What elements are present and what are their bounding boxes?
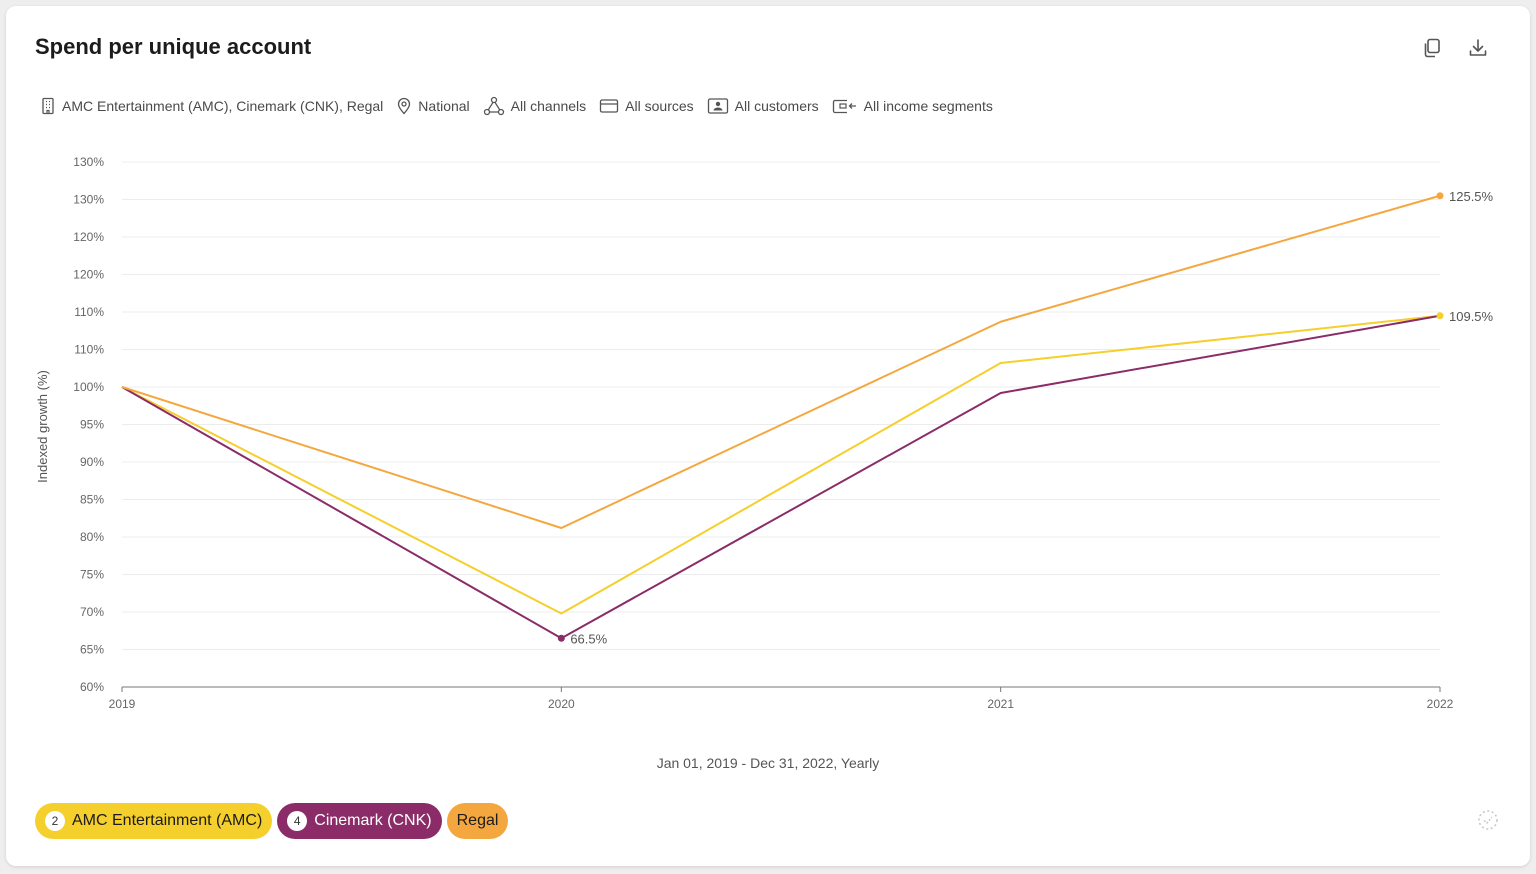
legend-chip[interactable]: Regal xyxy=(446,803,509,839)
data-label: 109.5% xyxy=(1449,309,1494,324)
y-tick-label: 130% xyxy=(73,155,104,169)
line-chart: 60% 65% 70% 75% 80% 85% 90% 95% 100% 110% 110% 120%… xyxy=(35,155,1494,711)
y-tick-label: 110% xyxy=(74,305,104,319)
x-tick-label: 2019 xyxy=(109,697,136,711)
channels-icon xyxy=(483,96,504,116)
y-tick-label: 65% xyxy=(80,643,104,657)
filter-channels-label: All channels xyxy=(510,98,587,114)
loading-spinner-icon xyxy=(1478,810,1498,830)
y-tick-label: 130% xyxy=(73,193,104,207)
y-axis-label: Indexed growth (%) xyxy=(35,370,50,483)
building-icon xyxy=(42,97,54,115)
legend-chip[interactable]: 4 Cinemark (CNK) xyxy=(277,803,442,839)
legend-chip-label: Cinemark (CNK) xyxy=(314,812,432,829)
data-label: 125.5% xyxy=(1449,189,1494,204)
x-tick-label: 2022 xyxy=(1427,697,1454,711)
chart-title: Spend per unique account xyxy=(35,34,312,59)
legend-chip-count-badge: 2 xyxy=(45,811,65,831)
filter-sources[interactable]: All sources xyxy=(599,97,694,115)
location-pin-icon xyxy=(398,97,411,115)
y-tick-label: 120% xyxy=(73,230,104,244)
card-icon xyxy=(600,99,619,113)
chart-card: Spend per unique account AMC Entertainme… xyxy=(6,6,1530,866)
period-label: Jan 01, 2019 - Dec 31, 2022, Yearly xyxy=(656,755,880,771)
y-tick-label: 85% xyxy=(80,493,104,507)
y-tick-label: 110% xyxy=(74,343,104,357)
series-line xyxy=(121,314,1441,640)
data-point xyxy=(557,634,565,642)
y-tick-label: 120% xyxy=(73,268,104,282)
filter-income[interactable]: All income segments xyxy=(832,97,993,115)
x-tick-label: 2020 xyxy=(548,697,575,711)
legend-chip[interactable]: 2 AMC Entertainment (AMC) xyxy=(35,803,273,839)
legend-chip-count-badge: 4 xyxy=(287,811,308,831)
y-tick-label: 80% xyxy=(80,530,104,544)
copy-button[interactable] xyxy=(1418,34,1446,62)
filter-companies[interactable]: AMC Entertainment (AMC), Cinemark (CNK),… xyxy=(40,97,383,115)
legend-chip-label: Regal xyxy=(456,812,499,829)
legend: 2 AMC Entertainment (AMC) 4 Cinemark (CNK) R… xyxy=(35,803,509,839)
filter-location-label: National xyxy=(418,98,470,114)
filter-companies-label: AMC Entertainment (AMC), Cinemark (CNK),… xyxy=(62,98,384,114)
download-button[interactable] xyxy=(1464,34,1492,62)
customer-icon xyxy=(707,98,728,114)
copy-icon xyxy=(1424,38,1440,58)
filter-channels[interactable]: All channels xyxy=(483,96,587,116)
series-line xyxy=(121,314,1441,615)
series-line xyxy=(121,194,1441,529)
filter-customers[interactable]: All customers xyxy=(707,97,819,115)
data-label: 66.5% xyxy=(570,631,607,646)
y-tick-label: 90% xyxy=(80,455,104,469)
filter-customers-label: All customers xyxy=(734,98,819,114)
data-point xyxy=(1436,192,1444,200)
filter-bar: AMC Entertainment (AMC), Cinemark (CNK),… xyxy=(40,94,993,118)
legend-chip-label: AMC Entertainment (AMC) xyxy=(72,812,263,829)
filter-sources-label: All sources xyxy=(625,98,694,114)
y-tick-label: 70% xyxy=(80,605,104,619)
data-point xyxy=(1436,312,1444,320)
download-icon xyxy=(1469,39,1487,56)
filter-location[interactable]: National xyxy=(396,97,470,115)
x-tick-label: 2021 xyxy=(987,697,1014,711)
y-tick-label: 95% xyxy=(80,418,104,432)
wallet-icon xyxy=(832,99,856,114)
y-tick-label: 100% xyxy=(73,380,104,394)
y-tick-label: 75% xyxy=(80,568,104,582)
y-tick-label: 60% xyxy=(80,680,104,694)
filter-income-label: All income segments xyxy=(863,98,993,114)
